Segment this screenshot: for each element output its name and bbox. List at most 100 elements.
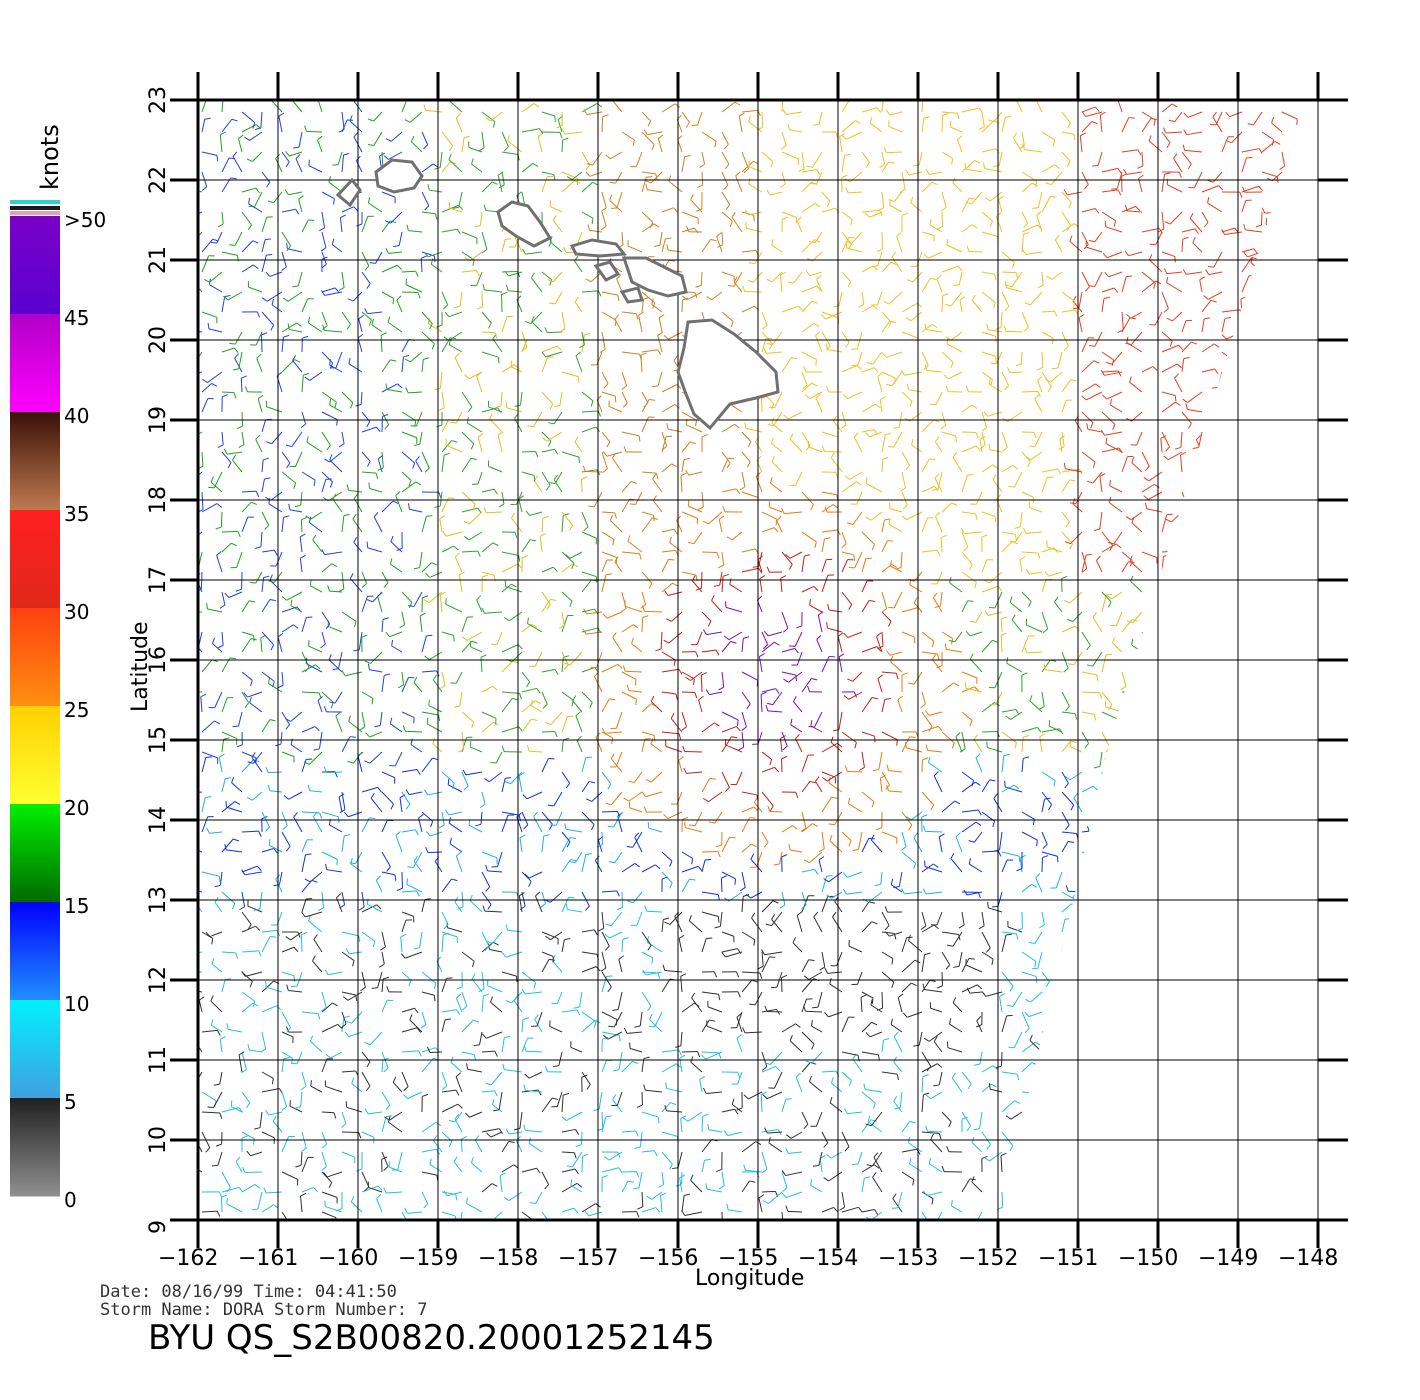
wind-barb-flag [486, 1132, 492, 1138]
wind-barb-flag [1297, 967, 1302, 974]
wind-barb-flag [211, 1019, 214, 1026]
wind-barb-flag [1264, 745, 1270, 751]
wind-barb [299, 558, 303, 573]
wind-barb-flag [607, 986, 612, 993]
wind-barb [321, 311, 328, 326]
wind-barb [1101, 1110, 1115, 1113]
wind-barb [1259, 851, 1263, 865]
wind-barb [621, 311, 637, 315]
wind-barb [1241, 1005, 1253, 1013]
wind-barb-flag [1289, 878, 1296, 881]
wind-barb [1021, 1062, 1032, 1073]
wind-barb-flag [473, 1044, 480, 1047]
wind-barb [1114, 1111, 1123, 1126]
wind-barb [651, 1191, 663, 1200]
wind-barb [654, 1011, 663, 1028]
wind-barb [641, 471, 657, 474]
wind-barb [208, 328, 223, 333]
wind-barb-flag [534, 700, 541, 704]
wind-barb-flag [713, 584, 720, 587]
wind-barb [1281, 1003, 1295, 1013]
wind-barb-flag [812, 1164, 820, 1167]
wind-barb-flag [1194, 1047, 1199, 1054]
wind-barb [334, 691, 343, 704]
wind-barb-flag [763, 1200, 769, 1204]
wind-barb [1181, 320, 1187, 333]
wind-barb-flag [1055, 1209, 1062, 1213]
wind-barb [489, 949, 503, 953]
wind-barb [921, 631, 935, 642]
wind-barb [454, 1111, 463, 1123]
wind-barb [1174, 378, 1183, 393]
wind-barb-flag [235, 588, 242, 592]
wind-barb-flag [1214, 744, 1221, 747]
wind-barb-flag [331, 563, 338, 567]
wind-barb-flag [1182, 895, 1189, 899]
wind-barb-flag [1255, 1091, 1261, 1097]
wind-barb-flag [352, 960, 355, 967]
wind-barb-flag [870, 1119, 877, 1122]
wind-barb-flag [445, 1018, 452, 1021]
wind-barb-flag [688, 915, 692, 921]
wind-barb [861, 367, 875, 373]
wind-barb-flag [246, 1102, 251, 1109]
wind-barb [1053, 1201, 1063, 1213]
wind-barb-flag [408, 480, 412, 487]
wind-barb-flag [1025, 455, 1031, 461]
wind-barb-flag [1074, 992, 1078, 999]
wind-barb [260, 637, 263, 653]
wind-barb-flag [436, 956, 442, 962]
wind-barb [1021, 726, 1038, 733]
wind-barb-flag [309, 579, 312, 586]
wind-barb [901, 937, 908, 953]
wind-barb-flag [205, 756, 212, 759]
wind-barb [933, 775, 943, 793]
wind-barb [828, 609, 843, 613]
wind-barb-flag [498, 503, 505, 508]
wind-barb [421, 1171, 437, 1176]
wind-barb [528, 1142, 543, 1153]
wind-barb-flag [884, 925, 890, 931]
wind-barb-flag [718, 564, 724, 569]
wind-barb [518, 895, 523, 913]
wind-barb [708, 1129, 723, 1133]
wind-barb-flag [271, 1078, 274, 1085]
wind-barb-flag [373, 512, 379, 518]
wind-barb-flag [723, 1130, 729, 1136]
wind-barb [632, 831, 643, 848]
wind-barb-flag [1093, 360, 1100, 364]
wind-barb-flag [1153, 691, 1158, 698]
wind-barb-flag [605, 802, 612, 806]
wind-barb-flag [301, 932, 308, 936]
wind-barb-flag [1226, 615, 1233, 618]
wind-barb-flag [663, 814, 669, 819]
wind-barb [221, 347, 235, 353]
wind-barb-flag [321, 549, 326, 555]
wind-barb [1230, 844, 1243, 853]
wind-barb-flag [932, 488, 939, 491]
wind-barb [640, 355, 643, 373]
wind-barb-flag [1244, 1186, 1248, 1193]
wind-barb-flag [365, 732, 371, 738]
wind-barb [569, 551, 583, 559]
wind-barb [837, 636, 843, 653]
wind-barb-flag [1170, 1201, 1174, 1208]
wind-barb-flag [343, 513, 350, 517]
wind-barb [1050, 1171, 1063, 1185]
wind-barb-flag [764, 630, 769, 637]
wind-barb [1119, 871, 1123, 886]
wind-barb-flag [978, 925, 985, 930]
wind-barb [1168, 751, 1183, 761]
wind-barb [1141, 451, 1150, 467]
wind-barb-flag [1103, 1205, 1106, 1212]
wind-barb [421, 757, 433, 773]
wind-barb-flag [565, 782, 571, 789]
wind-barb [521, 971, 536, 984]
wind-barb [701, 1160, 706, 1173]
wind-barb-flag [575, 351, 581, 357]
wind-barb [268, 683, 283, 693]
wind-barb-flag [463, 785, 469, 791]
wind-barb [861, 991, 874, 999]
wind-barb [1181, 1151, 1197, 1160]
wind-barb [761, 766, 775, 773]
